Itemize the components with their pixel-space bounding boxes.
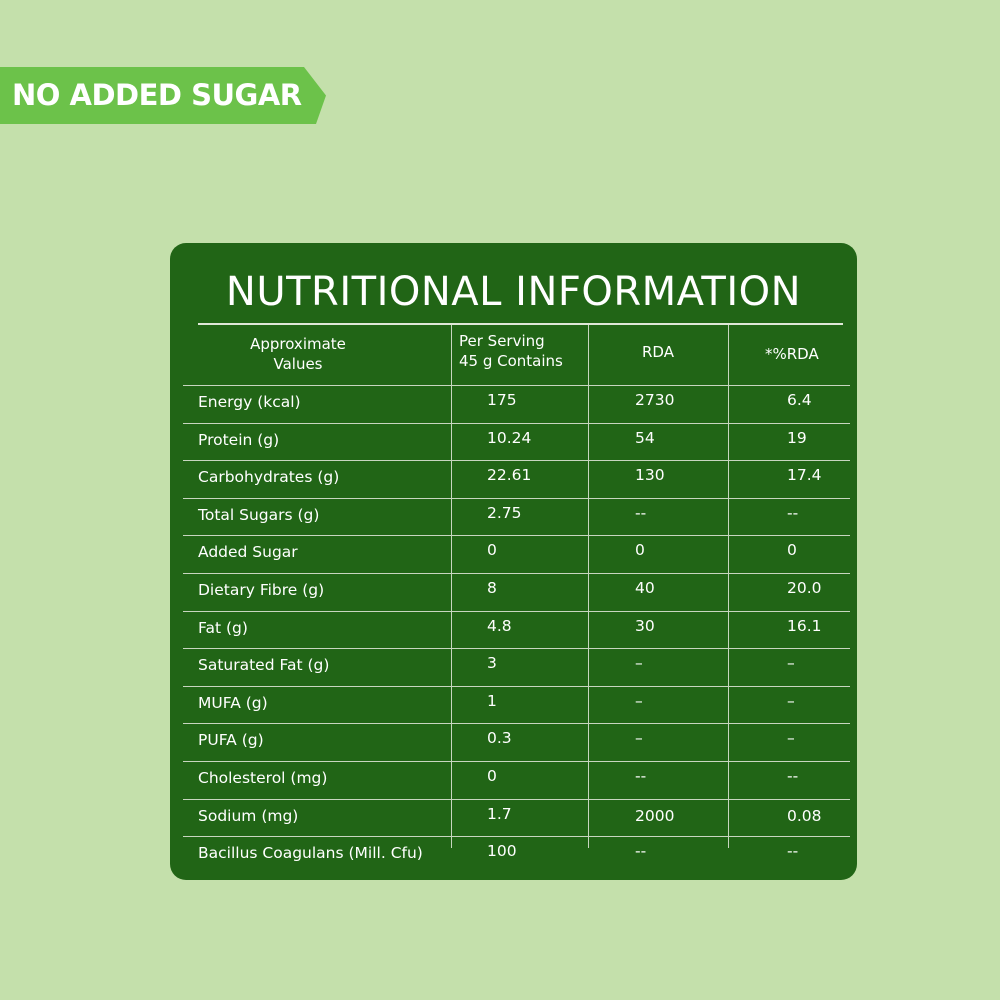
- nutrient-name: Total Sugars (g): [198, 505, 320, 524]
- header-text: 45 g Contains: [459, 352, 563, 370]
- percent-rda-value: –: [787, 691, 795, 710]
- nutrient-name: Protein (g): [198, 430, 280, 449]
- percent-rda-value: 0.08: [787, 806, 822, 825]
- per-serving-value: 10.24: [487, 428, 532, 447]
- nutrient-name: Dietary Fibre (g): [198, 581, 325, 599]
- per-serving-value: 100: [487, 842, 517, 861]
- rda-value: –: [635, 654, 643, 673]
- row-divider: [183, 761, 850, 762]
- banner-label: NO ADDED SUGAR: [12, 78, 302, 112]
- nutrient-name: Fat (g): [198, 618, 248, 637]
- nutrient-name: Sodium (mg): [198, 806, 299, 825]
- row-divider: [183, 460, 850, 462]
- rda-value: 30: [635, 616, 655, 635]
- rda-value: --: [635, 767, 647, 785]
- row-divider: [183, 385, 850, 386]
- header-text: Approximate: [250, 335, 346, 353]
- percent-rda-value: --: [787, 503, 799, 522]
- per-serving-value: 22.61: [487, 466, 532, 485]
- column-divider: [728, 325, 729, 848]
- row-divider: [183, 685, 850, 687]
- row-divider: [183, 573, 850, 574]
- nutrient-name: Cholesterol (mg): [198, 769, 328, 787]
- title-divider: [198, 323, 843, 325]
- percent-rda-value: 0: [787, 541, 797, 560]
- row-divider: [183, 610, 850, 612]
- per-serving-value: 0.3: [487, 729, 512, 748]
- row-divider: [183, 497, 850, 499]
- nutrient-name: Bacillus Coagulans (Mill. Cfu): [198, 844, 423, 863]
- per-serving-value: 8: [487, 579, 497, 597]
- header-text: Per Serving: [459, 332, 545, 350]
- nutrient-name: MUFA (g): [198, 693, 268, 712]
- header-approximate-values: Approximate Values: [198, 334, 398, 374]
- no-added-sugar-banner: NO ADDED SUGAR: [0, 67, 326, 124]
- row-divider: [183, 798, 850, 800]
- per-serving-value: 1: [487, 691, 497, 710]
- percent-rda-value: --: [787, 842, 799, 861]
- header-per-serving: Per Serving 45 g Contains: [459, 331, 563, 371]
- rda-value: --: [635, 842, 647, 861]
- rda-value: 40: [635, 579, 655, 597]
- row-divider: [183, 535, 850, 537]
- per-serving-value: 4.8: [487, 616, 512, 635]
- percent-rda-value: 19: [787, 428, 807, 447]
- rda-value: –: [635, 691, 643, 710]
- row-divider: [183, 836, 850, 838]
- nutrient-name: Added Sugar: [198, 543, 298, 562]
- rda-value: --: [635, 503, 647, 522]
- percent-rda-value: 16.1: [787, 616, 822, 635]
- per-serving-value: 0: [487, 767, 497, 785]
- table-title: NUTRITIONAL INFORMATION: [225, 269, 802, 315]
- percent-rda-value: –: [787, 654, 795, 673]
- row-divider: [183, 422, 850, 424]
- column-divider: [451, 325, 452, 848]
- header-text: Values: [273, 355, 323, 373]
- row-divider: [183, 723, 850, 725]
- rda-value: 130: [635, 466, 665, 485]
- row-divider: [183, 648, 850, 650]
- column-divider: [588, 325, 589, 848]
- percent-rda-value: –: [787, 729, 795, 748]
- nutrient-name: Energy (kcal): [198, 393, 301, 411]
- header-rda: RDA: [642, 343, 674, 361]
- percent-rda-value: 20.0: [787, 579, 822, 597]
- percent-rda-value: 6.4: [787, 391, 812, 409]
- percent-rda-value: 17.4: [787, 466, 822, 485]
- per-serving-value: 3: [487, 654, 497, 673]
- nutrition-card: NUTRITIONAL INFORMATION Approximate Valu…: [170, 243, 857, 880]
- header-percent-rda: *%RDA: [765, 345, 819, 363]
- rda-value: –: [635, 729, 643, 748]
- per-serving-value: 0: [487, 541, 497, 560]
- nutrient-name: Carbohydrates (g): [198, 468, 340, 487]
- percent-rda-value: --: [787, 767, 799, 785]
- rda-value: 54: [635, 428, 655, 447]
- rda-value: 0: [635, 541, 645, 560]
- nutrient-name: PUFA (g): [198, 731, 264, 750]
- rda-value: 2000: [635, 806, 675, 825]
- per-serving-value: 2.75: [487, 503, 522, 522]
- per-serving-value: 1.7: [487, 804, 512, 823]
- rda-value: 2730: [635, 391, 675, 409]
- nutrient-name: Saturated Fat (g): [198, 656, 330, 675]
- per-serving-value: 175: [487, 391, 517, 409]
